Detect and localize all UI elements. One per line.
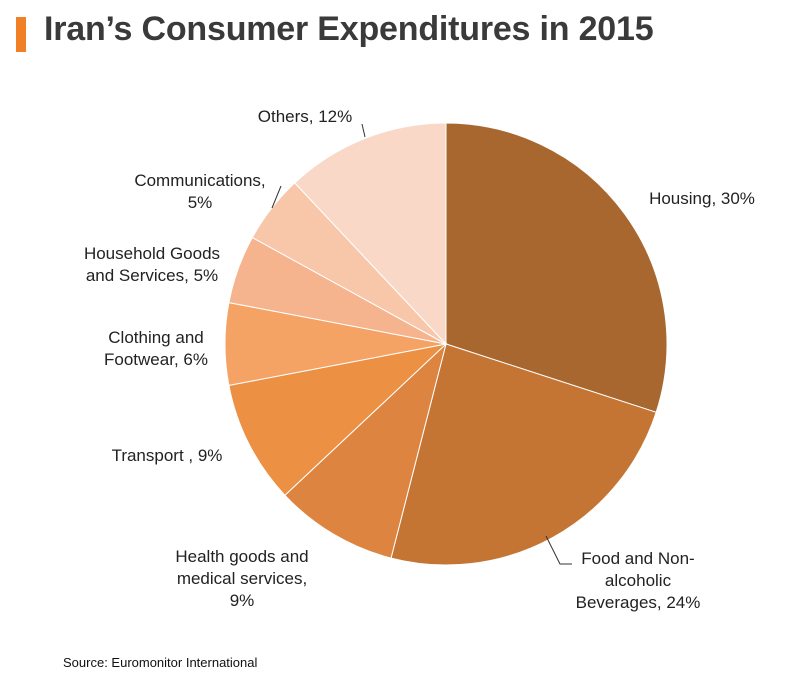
chart-title: Iran’s Consumer Expenditures in 2015 [44,10,654,48]
slice-labels: Housing, 30% Food and Non-alcoholic Bevera… [84,107,755,612]
title-accent-bar [16,17,26,52]
pie-slices [224,122,668,566]
slice-label-6: Household Goods and Services, 5% [84,244,220,285]
pie-slice-8 [294,122,447,346]
pie-slice-3 [284,342,447,559]
slice-label-1: Housing, 30% [649,189,755,208]
leader-lines [271,123,572,565]
slice-label-3: Health goods and medical services, 9% [175,547,308,610]
slice-label-4: Transport , 9% [112,446,223,465]
leader-line-7 [271,185,282,209]
slice-label-8: Others, 12% [258,107,353,126]
pie-slice-4 [228,343,448,496]
leader-line-2 [545,535,572,565]
slice-label-2: Food and Non-alcoholic Beverages, 24% [576,549,701,612]
pie-slice-2 [390,343,657,566]
pie-slice-1 [445,122,668,413]
source-note: Source: Euromonitor International [63,655,258,670]
slice-label-7: Communications, 5% [134,171,265,212]
slice-label-5: Clothing and Footwear, 6% [104,328,208,369]
leader-line-8 [361,123,366,138]
